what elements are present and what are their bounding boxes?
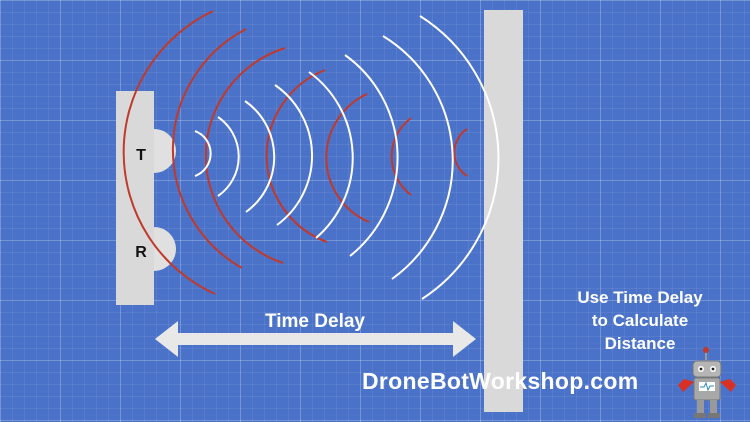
red-wave — [122, 10, 216, 295]
white-wave — [244, 100, 276, 213]
caption-line: Use Time Delay — [577, 288, 703, 307]
red-wave — [171, 28, 247, 269]
red-wave — [204, 47, 286, 264]
red-wave — [265, 69, 328, 243]
receiver-label: R — [135, 244, 147, 261]
red-wave — [453, 128, 468, 177]
transmitted-waves — [194, 15, 500, 300]
caption-line: Distance — [604, 334, 676, 353]
transmitter-label: T — [136, 147, 146, 164]
white-wave — [194, 130, 212, 177]
sensor-board — [116, 91, 154, 305]
white-wave — [382, 35, 454, 280]
white-wave — [217, 116, 240, 197]
brand-watermark: DroneBotWorkshop.com — [362, 368, 639, 394]
reflected-waves — [122, 10, 468, 295]
caption-block: Use Time Delay to Calculate Distance — [548, 286, 732, 355]
white-wave — [308, 71, 354, 239]
white-wave — [344, 54, 399, 257]
double-headed-arrow-icon — [155, 321, 476, 357]
transmitter-dome — [154, 129, 176, 173]
white-wave — [419, 15, 500, 300]
white-wave — [274, 84, 314, 226]
robot-mascot-icon — [678, 347, 736, 418]
caption-line: to Calculate — [591, 311, 689, 330]
receiver-dome — [154, 227, 176, 271]
red-wave — [390, 117, 412, 196]
time-delay-label: Time Delay — [265, 311, 365, 332]
red-wave — [325, 93, 370, 223]
